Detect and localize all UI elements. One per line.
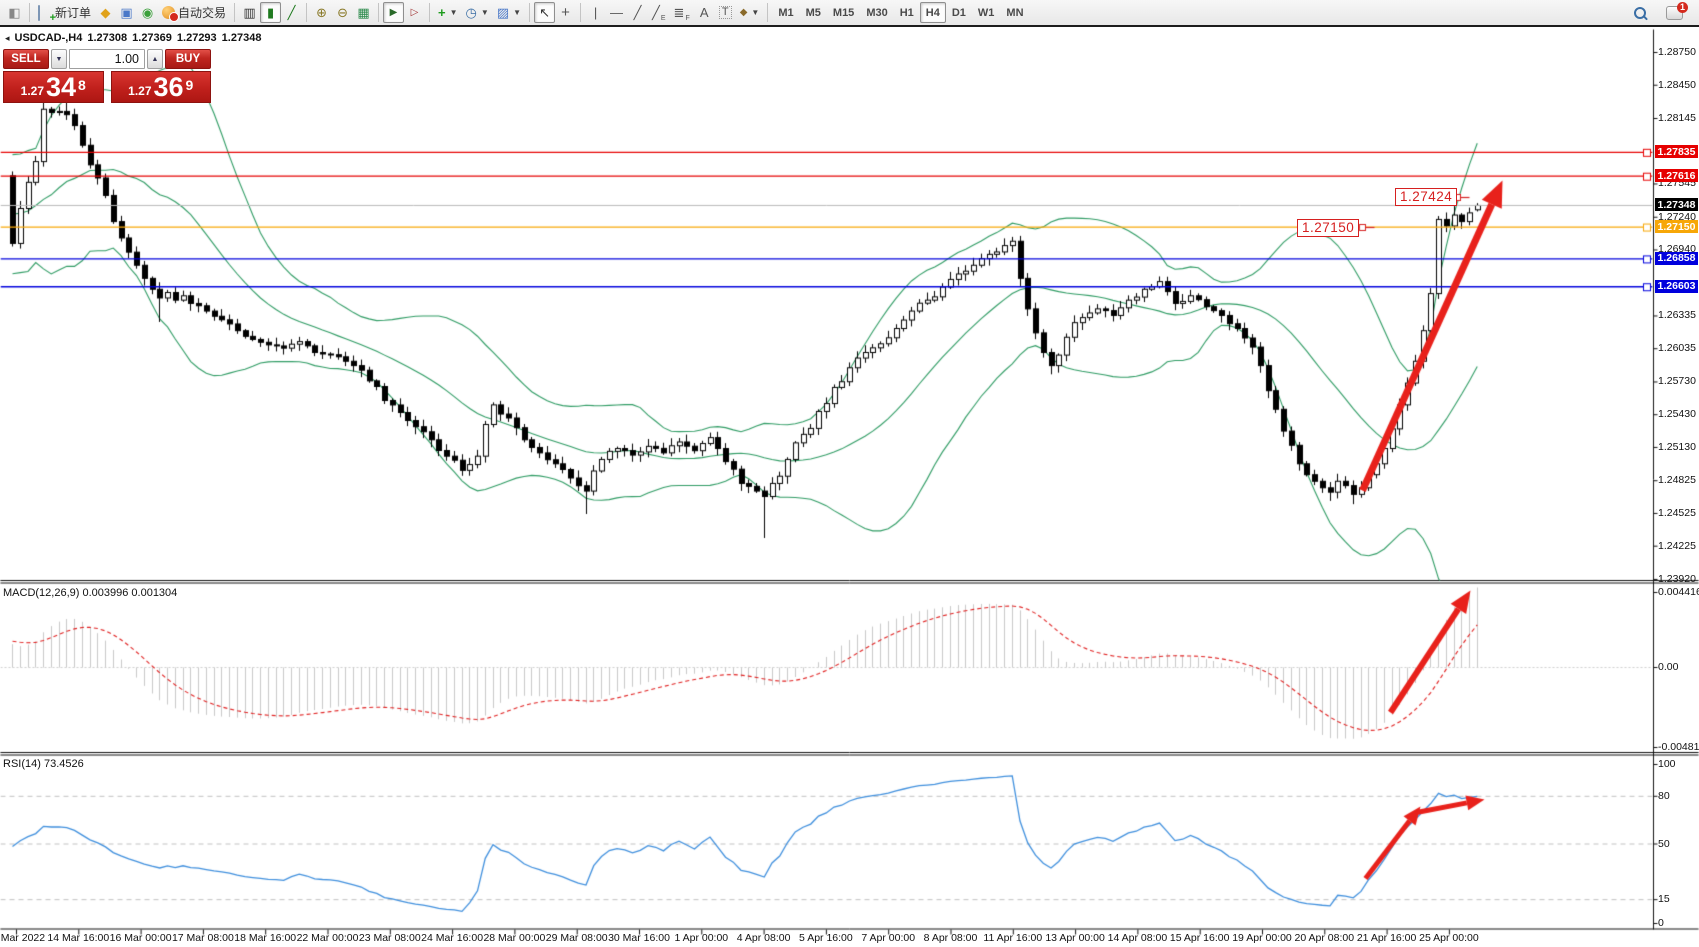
price-tick-label: 1.28450 — [1658, 78, 1696, 91]
price-badge: 1.27835 — [1655, 145, 1698, 159]
price-tick-label: 1.24825 — [1658, 474, 1696, 487]
low-value: 1.27293 — [176, 32, 217, 44]
buy-price-box[interactable]: 1.27 36 9 — [110, 71, 211, 103]
price-badge: 1.27348 — [1655, 198, 1698, 212]
time-tick-label: 4 Apr 08:00 — [736, 932, 791, 944]
time-tick-label: 22 Mar 00:00 — [296, 932, 359, 944]
price-tick-label: 1.25730 — [1658, 375, 1696, 388]
price-tick-label: 1.26335 — [1658, 309, 1696, 322]
collapse-triangle-icon[interactable]: ◂ — [5, 32, 10, 43]
rsi-tick-label: 50 — [1658, 837, 1670, 850]
price-tick-label: 1.24225 — [1658, 539, 1696, 552]
macd-tick-label: 0.00 — [1658, 661, 1679, 673]
rsi-tick-label: 100 — [1658, 758, 1676, 770]
time-tick-label: 25 Apr 00:00 — [1419, 932, 1479, 944]
sell-price-small: 1.27 — [20, 84, 44, 99]
time-tick-label: 15 Apr 16:00 — [1169, 932, 1230, 944]
price-annotation-label[interactable]: 1.27150 — [1297, 219, 1360, 237]
time-tick-label: 18 Mar 16:00 — [234, 932, 297, 944]
symbol-ohlc-bar: ◂ USDCAD-,H4 1.27308 1.27369 1.27293 1.2… — [5, 32, 261, 44]
high-value: 1.27369 — [132, 32, 172, 44]
price-tick-label: 1.26035 — [1658, 342, 1696, 355]
symbol-label: USDCAD-,H4 — [14, 32, 83, 44]
time-tick-label: 11 Mar 2022 — [0, 932, 46, 944]
price-tick-label: 1.23920 — [1658, 572, 1696, 585]
time-tick-label: 14 Mar 16:00 — [47, 932, 110, 944]
buy-price-sup: 9 — [185, 77, 194, 94]
buy-button[interactable]: BUY — [165, 49, 211, 69]
volume-down-button[interactable]: ▼ — [51, 49, 67, 69]
time-tick-label: 11 Apr 16:00 — [983, 932, 1043, 944]
time-tick-label: 19 Apr 00:00 — [1232, 932, 1292, 944]
price-tick-label: 1.28145 — [1658, 112, 1696, 124]
time-tick-label: 29 Mar 08:00 — [545, 932, 608, 944]
macd-tick-label: 0.004416 — [1658, 586, 1699, 598]
price-tick-label: 1.25430 — [1658, 408, 1696, 421]
rsi-tick-label: 0 — [1658, 917, 1664, 929]
buy-price-big: 36 — [153, 72, 184, 102]
price-badge: 1.26603 — [1655, 279, 1698, 293]
macd-tick-label: -0.004818 — [1658, 741, 1699, 753]
rsi-indicator-label: RSI(14) 73.4526 — [3, 758, 84, 770]
rsi-tick-label: 15 — [1658, 893, 1670, 906]
time-tick-label: 14 Apr 08:00 — [1107, 932, 1168, 944]
time-tick-label: 30 Mar 16:00 — [608, 932, 670, 944]
time-tick-label: 24 Mar 16:00 — [421, 932, 484, 944]
time-tick-label: 16 Mar 00:00 — [109, 932, 172, 944]
sell-price-sup: 8 — [78, 77, 86, 94]
time-tick-label: 21 Apr 16:00 — [1356, 932, 1417, 944]
time-tick-label: 5 Apr 16:00 — [799, 932, 853, 944]
time-tick-label: 17 Mar 08:00 — [171, 932, 234, 944]
sell-price-box[interactable]: 1.27 34 8 — [3, 71, 104, 103]
time-tick-label: 28 Mar 00:00 — [483, 932, 546, 944]
time-tick-label: 8 Apr 08:00 — [923, 932, 978, 944]
price-tick-label: 1.24525 — [1658, 506, 1696, 519]
price-badge: 1.27150 — [1655, 220, 1698, 234]
volume-up-button[interactable]: ▲ — [147, 49, 163, 69]
close-value: 1.27348 — [221, 32, 262, 44]
price-tick-label: 1.28750 — [1658, 46, 1696, 58]
price-tick-label: 1.25130 — [1658, 440, 1696, 453]
volume-input[interactable] — [69, 49, 145, 69]
price-badge: 1.26858 — [1655, 251, 1698, 265]
sell-button[interactable]: SELL — [3, 49, 49, 69]
time-tick-label: 1 Apr 00:00 — [674, 932, 729, 944]
open-value: 1.27308 — [87, 32, 128, 44]
rsi-tick-label: 80 — [1658, 789, 1670, 802]
price-annotation-label[interactable]: 1.27424 — [1395, 188, 1458, 206]
one-click-trade-panel: SELL ▼ ▲ BUY 1.27 34 8 1.27 36 9 — [3, 49, 211, 103]
time-tick-label: 7 Apr 00:00 — [861, 932, 916, 944]
price-tick-label: 1.27240 — [1658, 210, 1696, 223]
time-tick-label: 13 Apr 00:00 — [1045, 932, 1105, 944]
sell-price-big: 34 — [46, 72, 77, 102]
macd-indicator-label: MACD(12,26,9) 0.003996 0.001304 — [3, 587, 178, 599]
price-badge: 1.27616 — [1655, 169, 1698, 183]
time-tick-label: 20 Apr 08:00 — [1294, 932, 1355, 944]
time-tick-label: 23 Mar 08:00 — [358, 932, 421, 944]
buy-price-small: 1.27 — [128, 84, 152, 99]
